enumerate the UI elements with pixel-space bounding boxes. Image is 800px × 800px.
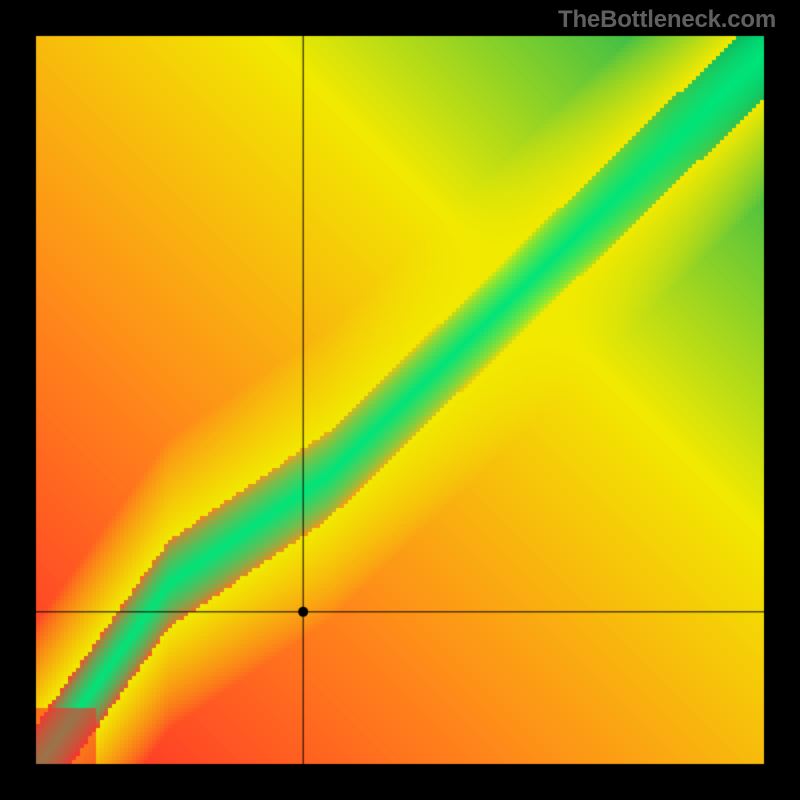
chart-container: { "watermark": "TheBottleneck.com", "can… bbox=[0, 0, 800, 800]
watermark-text: TheBottleneck.com bbox=[558, 6, 776, 33]
bottleneck-heatmap bbox=[0, 0, 800, 800]
watermark-label: TheBottleneck.com bbox=[558, 6, 776, 34]
